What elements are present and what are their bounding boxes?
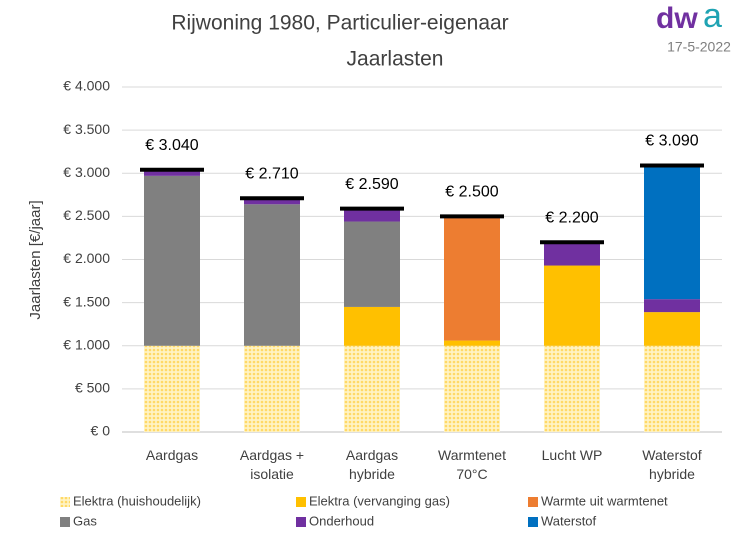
legend-swatch: [60, 497, 70, 507]
total-label: € 2.590: [345, 176, 398, 193]
legend-swatch: [296, 517, 306, 527]
bar-segment: [644, 312, 700, 346]
bar-segment: [644, 345, 700, 432]
legend-swatch: [60, 517, 70, 527]
legend-label: Warmte uit warmtenet: [541, 493, 668, 508]
bar-segment: [344, 306, 400, 346]
bar-segment: [244, 198, 300, 205]
total-label: € 2.500: [445, 184, 498, 201]
bar-segment: [644, 165, 700, 300]
bar-segment: [444, 218, 500, 341]
bar-segment: [444, 345, 500, 432]
total-label: € 3.040: [145, 137, 198, 154]
x-tick-label: Aardgas: [145, 447, 199, 463]
total-label: € 2.200: [545, 209, 598, 226]
y-tick-label: € 2.500: [63, 207, 110, 223]
bar-segment: [544, 265, 600, 346]
y-tick-label: € 2.000: [63, 250, 110, 266]
legend-swatch: [528, 497, 538, 507]
bar-segment: [644, 299, 700, 313]
x-tick-label: Aardgas + isolatie: [239, 447, 305, 482]
bar-segment: [344, 221, 400, 307]
legend-label: Elektra (vervanging gas): [309, 493, 450, 508]
legend-label: Waterstof: [541, 513, 597, 528]
date: 17-5-2022: [667, 39, 731, 55]
y-tick-label: € 4.000: [63, 78, 110, 94]
y-tick-label: € 1.000: [63, 336, 110, 352]
legend-label: Onderhoud: [309, 513, 374, 528]
logo-part: a: [703, 0, 722, 35]
bar-segment: [544, 242, 600, 266]
x-tick-label: Aardgas hybride: [345, 447, 399, 482]
legend-label: Elektra (huishoudelijk): [73, 493, 201, 508]
legend-swatch: [296, 497, 306, 507]
bar-segment: [344, 208, 400, 222]
bar-segment: [344, 345, 400, 432]
y-axis-label: Jaarlasten [€/jaar]: [27, 200, 44, 319]
bar-segment: [244, 204, 300, 346]
total-label: € 3.090: [645, 133, 698, 150]
x-tick-label: Lucht WP: [541, 447, 603, 463]
bar-segment: [144, 345, 200, 432]
chart-subtitle: Jaarlasten: [347, 48, 444, 71]
y-tick-label: € 3.000: [63, 164, 110, 180]
y-tick-label: € 0: [91, 423, 111, 439]
chart-title: Rijwoning 1980, Particulier-eigenaar: [171, 12, 508, 35]
legend-swatch: [528, 517, 538, 527]
bar-segment: [444, 340, 500, 346]
x-tick-label: Warmtenet 70°C: [438, 447, 506, 482]
bar-segment: [244, 345, 300, 432]
legend-label: Gas: [73, 513, 97, 528]
logo-part: dw: [656, 2, 698, 35]
total-label: € 2.710: [245, 165, 298, 182]
x-tick-label: Waterstof hybride: [642, 447, 702, 482]
y-tick-label: € 1.500: [63, 293, 110, 309]
bar-segment: [544, 345, 600, 432]
y-tick-label: € 500: [75, 380, 110, 396]
y-tick-label: € 3.500: [63, 121, 110, 137]
bar-segment: [144, 169, 200, 176]
bar-segment: [144, 175, 200, 346]
